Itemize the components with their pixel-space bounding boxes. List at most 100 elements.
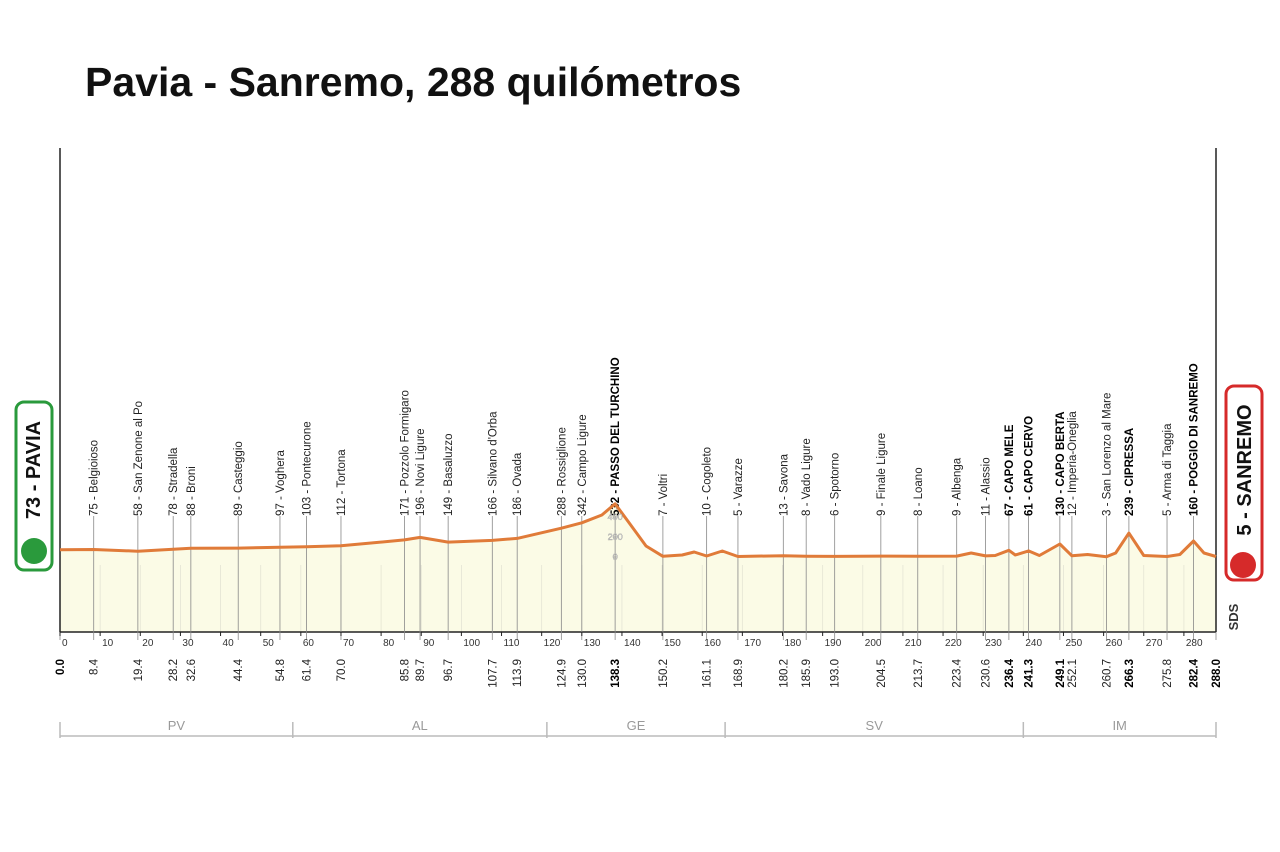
waypoint-km: 230.6 — [981, 659, 993, 688]
x-tick-label: 50 — [263, 638, 275, 649]
waypoint-name: 5 - Varazze — [733, 458, 745, 516]
x-tick-label: 270 — [1146, 638, 1163, 649]
waypoint-km: 130.0 — [577, 659, 589, 688]
region-label: AL — [412, 718, 428, 733]
waypoint-name: 196 - Novi Ligure — [415, 428, 427, 516]
waypoint-km: 185.9 — [801, 659, 813, 688]
y-tick-label: 0 — [613, 552, 618, 562]
y-tick-label: 200 — [608, 532, 623, 542]
waypoint-km: 275.8 — [1162, 659, 1174, 688]
waypoint-name: 3 - San Lorenzo al Mare — [1101, 393, 1113, 516]
waypoint-km: 168.9 — [733, 659, 745, 688]
waypoint-km: 138.3 — [610, 659, 622, 688]
waypoint-name: 8 - Loano — [913, 467, 925, 516]
x-tick-label: 110 — [504, 638, 520, 649]
x-tick-label: 10 — [102, 638, 114, 649]
waypoint-km: 150.2 — [658, 659, 670, 688]
waypoint-km: 241.3 — [1024, 659, 1036, 688]
region-label: IM — [1112, 718, 1126, 733]
x-tick-label: 230 — [985, 638, 1002, 649]
waypoint-km: 180.2 — [778, 659, 790, 688]
finish-label: 5 - SANREMO — [1234, 404, 1256, 535]
x-tick-label: 210 — [905, 638, 922, 649]
profile-area — [60, 503, 1216, 632]
waypoint-km: 282.4 — [1189, 658, 1201, 687]
x-tick-label: 260 — [1106, 638, 1123, 649]
x-tick-label: 240 — [1025, 638, 1042, 649]
logo: SDS — [1226, 603, 1241, 630]
region-label: GE — [627, 718, 646, 733]
waypoint-km: 249.1 — [1055, 658, 1067, 687]
x-tick-label: 180 — [785, 638, 802, 649]
x-tick-label: 170 — [744, 638, 761, 649]
waypoint-name: 5 - Arma di Taggia — [1162, 423, 1174, 516]
x-tick-label: 30 — [182, 638, 194, 649]
finish-badge — [1224, 384, 1264, 582]
waypoint-km: 113.9 — [512, 659, 524, 687]
waypoint-name: 67 - CAPO MELE — [1004, 424, 1016, 516]
start-label: 73 - PAVIA — [23, 421, 45, 519]
waypoint-km: 213.7 — [913, 659, 925, 688]
waypoint-name: 13 - Savona — [778, 453, 790, 516]
waypoint-name: 166 - Silvano d'Orba — [487, 411, 499, 516]
waypoint-name: 89 - Casteggio — [233, 441, 245, 516]
waypoint-km: 252.1 — [1067, 659, 1079, 688]
waypoint-km: 44.4 — [233, 658, 245, 681]
waypoint-name: 61 - CAPO CERVO — [1024, 416, 1036, 516]
waypoint-km: 0.0 — [55, 659, 67, 675]
waypoint-km: 161.1 — [702, 659, 714, 688]
finish-icon — [1230, 552, 1256, 578]
waypoint-name: 75 - Belgioioso — [89, 440, 101, 516]
x-tick-label: 60 — [303, 638, 315, 649]
x-tick-label: 140 — [624, 638, 641, 649]
waypoint-km: 124.9 — [556, 659, 568, 688]
waypoint-name: 532 - PASSO DEL TURCHINO — [610, 357, 622, 516]
waypoint-km: 70.0 — [336, 659, 348, 681]
x-tick-label: 190 — [825, 638, 842, 649]
x-tick-label: 80 — [383, 638, 395, 649]
x-tick-label: 20 — [142, 638, 154, 649]
waypoint-name: 11 - Alassio — [981, 457, 993, 516]
x-tick-label: 0 — [62, 638, 68, 649]
waypoint-name: 103 - Pontecurone — [301, 421, 313, 516]
x-tick-label: 130 — [584, 638, 601, 649]
waypoint-name: 9 - Albenga — [952, 457, 964, 516]
x-tick-label: 100 — [463, 638, 480, 649]
waypoint-km: 223.4 — [952, 658, 964, 687]
waypoint-name: 88 - Broni — [186, 466, 198, 516]
waypoint-km: 8.4 — [89, 658, 101, 675]
x-tick-label: 40 — [223, 638, 235, 649]
x-tick-label: 70 — [343, 638, 355, 649]
waypoint-name: 7 - Voltri — [658, 474, 670, 516]
waypoint-km: 85.8 — [399, 659, 411, 681]
waypoint-name: 171 - Pozzolo Formigaro — [399, 390, 411, 516]
waypoint-name: 12 - Imperia-Oneglia — [1067, 411, 1079, 516]
waypoint-km: 260.7 — [1101, 659, 1113, 688]
profile-line — [59, 502, 1217, 559]
waypoint-name: 239 - CIPRESSA — [1124, 428, 1136, 516]
waypoint-name: 288 - Rossiglione — [556, 427, 568, 516]
waypoint-km: 266.3 — [1124, 659, 1136, 688]
x-tick-label: 280 — [1186, 638, 1203, 649]
waypoint-name: 58 - San Zenone al Po — [133, 401, 145, 516]
x-tick-label: 90 — [423, 638, 435, 649]
x-tick-label: 120 — [544, 638, 561, 649]
region-label: SV — [866, 718, 884, 733]
waypoint-name: 186 - Ovada — [512, 452, 524, 516]
start-icon — [21, 538, 47, 564]
waypoint-km: 96.7 — [443, 659, 455, 681]
waypoint-name: 130 - CAPO BERTA — [1055, 411, 1067, 516]
waypoint-name: 9 - Finale Ligure — [876, 433, 888, 516]
waypoint-km: 54.8 — [275, 659, 287, 681]
waypoint-km: 236.4 — [1004, 658, 1016, 687]
start-badge — [14, 400, 54, 572]
x-tick-label: 220 — [945, 638, 962, 649]
waypoint-km: 193.0 — [830, 659, 842, 688]
waypoint-name: 78 - Stradella — [168, 447, 180, 516]
waypoint-km: 32.6 — [186, 659, 198, 681]
x-tick-label: 200 — [865, 638, 882, 649]
waypoint-name: 149 - Basaluzzo — [443, 434, 455, 516]
x-tick-label: 150 — [664, 638, 681, 649]
waypoint-name: 160 - POGGIO DI SANREMO — [1189, 363, 1201, 516]
waypoint-km: 288.0 — [1211, 659, 1223, 688]
